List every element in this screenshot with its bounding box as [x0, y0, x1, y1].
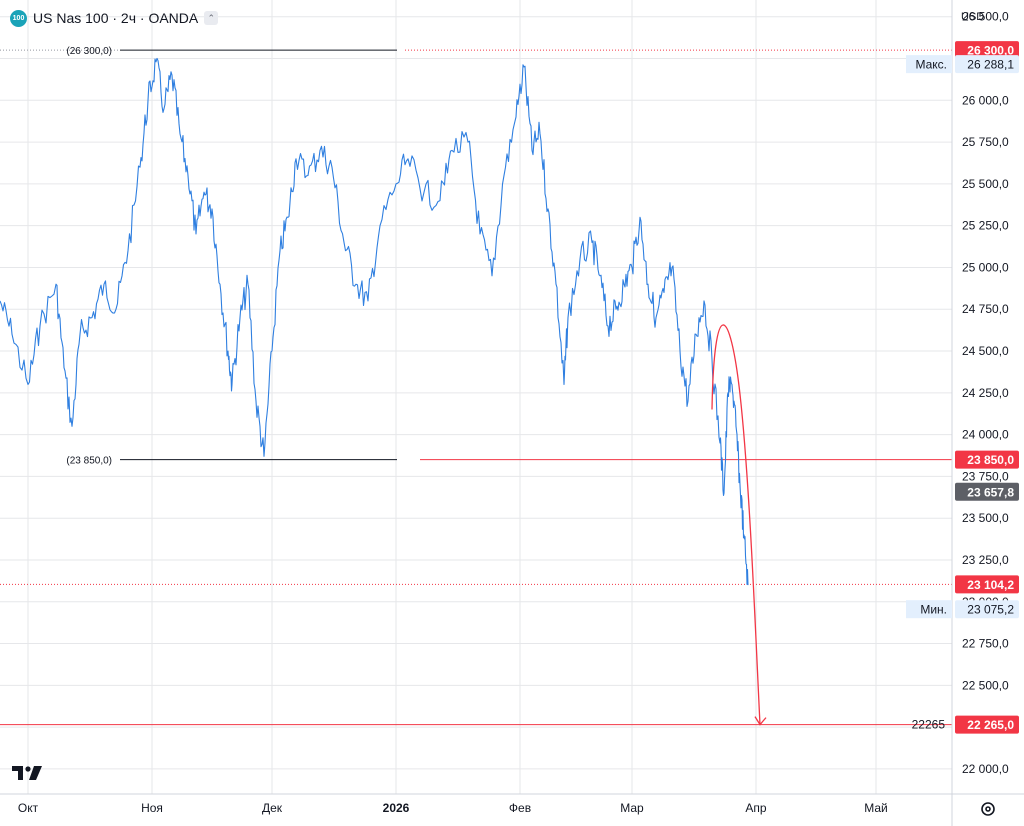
- x-tick-label: Окт: [18, 801, 39, 815]
- y-tick-label: 23 250,0: [962, 553, 1009, 567]
- support-price-tag: 23 850,0: [967, 453, 1014, 467]
- last-low-price-tag-bg: [955, 575, 1019, 594]
- min-label: Мин.: [920, 603, 947, 617]
- forecast-arrow-head: [754, 716, 767, 726]
- resistance-price-tag: 26 300,0: [967, 44, 1014, 58]
- gear-icon[interactable]: [978, 799, 998, 819]
- x-tick-label: Дек: [262, 801, 283, 815]
- current-price-tag-bg: [955, 482, 1019, 501]
- min-label-bg: [906, 600, 952, 619]
- x-tick-label: 2026: [383, 801, 410, 815]
- max-price-tag: 26 288,1: [967, 58, 1014, 72]
- x-tick-label: Май: [864, 801, 888, 815]
- min-price-tag-bg: [955, 600, 1019, 619]
- y-tick-label: 26 500,0: [962, 10, 1009, 24]
- currency-button[interactable]: USD: [961, 11, 985, 23]
- y-tick-label: 24 500,0: [962, 344, 1009, 358]
- resistance-price-tag-bg: [955, 41, 1019, 60]
- y-tick-label: 23 500,0: [962, 511, 1009, 525]
- nasdaq-100-badge-icon[interactable]: 100: [10, 9, 27, 27]
- y-tick-label: 24 750,0: [962, 302, 1009, 316]
- support-label: (23 850,0): [66, 456, 112, 467]
- current-price-tag: 23 657,8: [967, 485, 1014, 499]
- y-tick-label: 24 250,0: [962, 386, 1009, 400]
- y-tick-label: 22 500,0: [962, 678, 1009, 692]
- chart-legend: 100 US Nas 100 · 2ч · OANDA ⌃: [10, 8, 219, 28]
- resistance-label: (26 300,0): [66, 46, 112, 57]
- collapse-legend-icon[interactable]: ⌃: [204, 11, 219, 25]
- price-axis-background: [952, 0, 1024, 794]
- y-tick-label: 22 000,0: [962, 762, 1009, 776]
- y-tick-label: 26 000,0: [962, 93, 1009, 107]
- support-price-tag-bg: [955, 450, 1019, 469]
- last-low-price-tag: 23 104,2: [967, 578, 1014, 592]
- y-tick-label: 25 750,0: [962, 135, 1009, 149]
- y-tick-label: 23 750,0: [962, 469, 1009, 483]
- y-tick-label: 25 250,0: [962, 219, 1009, 233]
- tradingview-logo-icon[interactable]: [12, 764, 44, 782]
- min-price-tag: 23 075,2: [967, 603, 1014, 617]
- y-tick-label: 25 500,0: [962, 177, 1009, 191]
- x-tick-label: Фев: [509, 801, 531, 815]
- target-line-label: 22265: [912, 718, 946, 732]
- target-price-tag: 22 265,0: [967, 718, 1014, 732]
- y-tick-label: 25 000,0: [962, 260, 1009, 274]
- forecast-arrow-path[interactable]: [711, 324, 761, 725]
- max-label-bg: [906, 55, 952, 74]
- y-tick-label: 24 000,0: [962, 428, 1009, 442]
- max-label: Макс.: [915, 58, 947, 72]
- target-price-tag-bg: [955, 715, 1019, 734]
- x-tick-label: Ноя: [141, 801, 163, 815]
- symbol-title[interactable]: US Nas 100 · 2ч · OANDA: [33, 10, 199, 26]
- price-series-line[interactable]: [0, 57, 749, 586]
- max-price-tag-bg: [955, 55, 1019, 74]
- x-tick-label: Мар: [620, 801, 644, 815]
- x-tick-label: Апр: [745, 801, 767, 815]
- y-tick-label: 22 750,0: [962, 637, 1009, 651]
